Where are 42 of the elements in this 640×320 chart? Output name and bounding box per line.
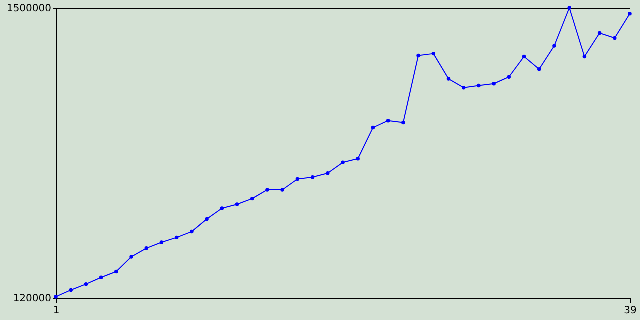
point	[280, 188, 284, 192]
point	[205, 217, 209, 222]
point	[386, 118, 390, 123]
point	[628, 12, 632, 16]
point	[114, 270, 118, 274]
point	[296, 177, 300, 182]
point	[477, 84, 481, 88]
point	[190, 230, 194, 234]
point	[416, 54, 420, 58]
point	[507, 75, 512, 80]
point	[432, 52, 436, 56]
point	[310, 176, 315, 180]
point	[446, 77, 451, 81]
y-tick-label: 1500000	[6, 4, 52, 14]
point	[69, 288, 73, 292]
point	[492, 82, 496, 86]
point	[250, 196, 254, 201]
point	[613, 36, 617, 40]
point	[582, 54, 587, 59]
point	[371, 126, 376, 130]
point	[568, 6, 572, 10]
point	[537, 67, 542, 72]
point	[552, 44, 556, 48]
point	[130, 255, 134, 259]
point	[174, 236, 179, 240]
point	[326, 172, 330, 176]
point	[235, 202, 240, 206]
point	[341, 160, 345, 165]
point	[160, 240, 164, 244]
point	[598, 31, 602, 36]
point	[522, 54, 526, 59]
point	[84, 282, 88, 286]
point	[144, 246, 149, 250]
point	[402, 120, 406, 125]
x-tick-label: 39	[624, 306, 637, 316]
point	[462, 86, 466, 90]
point	[356, 157, 360, 161]
point	[220, 206, 224, 210]
point	[266, 188, 270, 192]
x-tick-label: 1	[53, 306, 60, 316]
point	[99, 276, 104, 280]
y-tick-label: 120000	[13, 294, 52, 304]
